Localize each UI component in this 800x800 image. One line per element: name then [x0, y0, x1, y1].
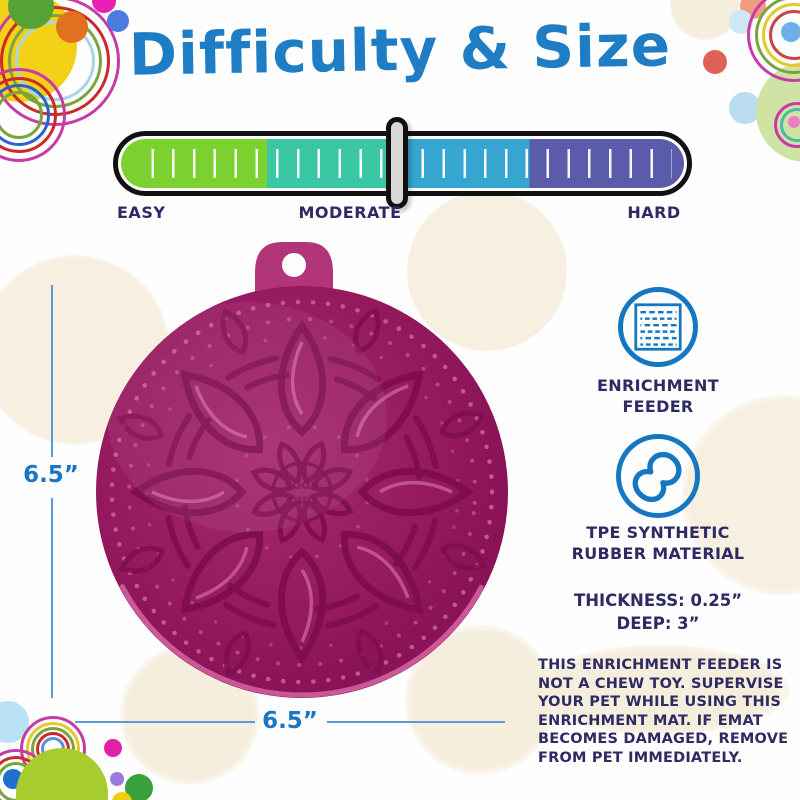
decor-circle [729, 92, 761, 124]
width-dimension-line-left [75, 721, 255, 723]
decor-circle [110, 772, 124, 786]
brand-text-pup: pup [288, 493, 316, 508]
height-dimension-line-top [51, 285, 53, 457]
decor-circle [112, 792, 132, 800]
feature-line: TPE SYNTHETIC [586, 523, 730, 542]
feature-line: RUBBER MATERIAL [571, 543, 745, 563]
decor-rings-icon [780, 108, 800, 142]
decor-blob [530, 645, 790, 735]
specs: THICKNESS: 0.25” DEEP: 3” [558, 589, 758, 635]
decor-circle [781, 22, 800, 42]
decor-circle [56, 11, 88, 43]
feature-line: FEEDER [622, 396, 694, 416]
decor-rings-icon [0, 84, 50, 146]
label-hard: HARD [627, 203, 681, 222]
width-dimension-label: 6.5” [262, 708, 318, 734]
height-dimension-label: 6.5” [23, 462, 79, 488]
width-dimension-line-right [327, 721, 505, 723]
decor-blob [682, 395, 800, 595]
decor-circle [92, 0, 116, 13]
decor-circle [788, 116, 800, 128]
difficulty-labels: EASY MODERATE HARD [113, 203, 692, 227]
feature-enrichment-feeder-label: ENRICHMENT FEEDER [558, 376, 758, 418]
mat-texture-icon [618, 287, 698, 367]
depth-label: DEEP: 3” [616, 614, 700, 634]
decor-circle [703, 50, 727, 74]
decor-circle [107, 10, 129, 32]
difficulty-scale: EASY MODERATE HARD [113, 117, 692, 231]
decor-rings-icon [0, 77, 57, 153]
feature-line: ENRICHMENT [597, 376, 719, 395]
brand-text-soda: soda [285, 478, 320, 493]
product-mat-image: soda pup [96, 238, 508, 708]
decor-rings-icon [769, 10, 800, 60]
difficulty-bar [113, 117, 692, 209]
warning-text: THIS ENRICHMENT FEEDER IS NOT A CHEW TOY… [538, 657, 789, 766]
difficulty-marker [386, 117, 409, 209]
decor-blob [407, 191, 567, 351]
decor-circle [104, 739, 122, 757]
label-moderate: MODERATE [298, 203, 402, 222]
feature-tpe-rubber-label: TPE SYNTHETIC RUBBER MATERIAL [558, 523, 758, 565]
peanut-icon [616, 434, 700, 518]
decor-rings-icon [0, 91, 43, 139]
label-easy: EASY [117, 203, 166, 222]
height-dimension-line-bottom [51, 498, 53, 698]
thickness-label: THICKNESS: 0.25” [573, 591, 743, 610]
brand-logo [271, 461, 333, 523]
mat-hole [282, 253, 306, 277]
